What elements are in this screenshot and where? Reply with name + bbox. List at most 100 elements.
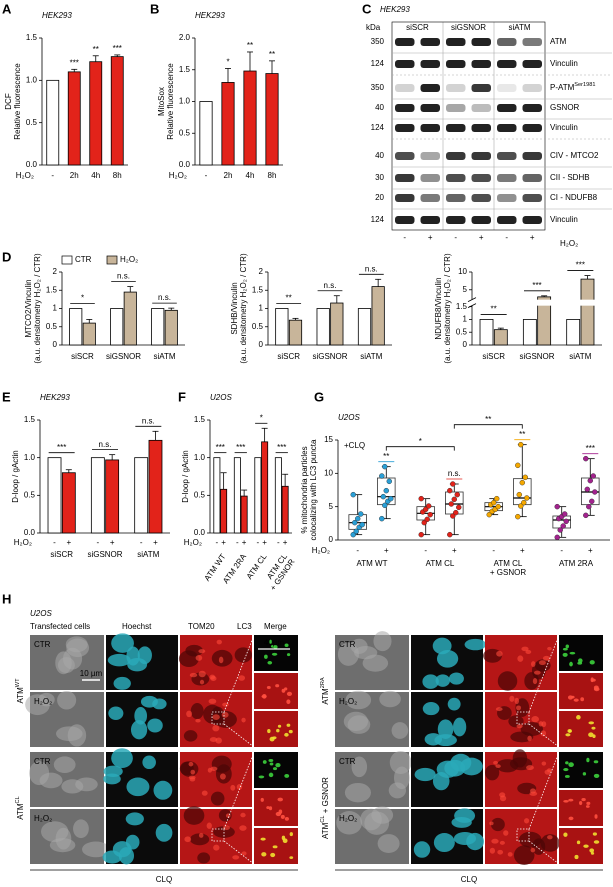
lane-label: + [530,233,535,242]
band [522,194,542,202]
zoom-line [223,723,255,748]
puncta [565,733,571,737]
row-label: H₂O₂ [34,814,52,823]
cell [53,756,76,774]
data-point [560,523,566,529]
y-tick-label: 1.5 [194,415,206,424]
mito [210,766,218,771]
mito [219,773,226,780]
protein-name-part: P-ATM [550,83,575,92]
y-tick-label: 1.5 [26,33,38,42]
axis-break [468,299,602,306]
puncta [284,687,288,691]
mito [241,851,247,856]
nucleus [433,832,455,853]
cell [345,690,372,710]
legend-swatch [106,255,118,265]
significance: ** [286,294,292,303]
data-point [518,441,524,448]
nucleus-shadow [218,809,232,822]
nucleus [435,674,450,687]
mito [530,788,536,794]
mito [499,840,505,845]
chart-subtitle: HEK293 [42,11,72,20]
data-point [589,498,595,505]
puncta [577,661,583,665]
y-axis-label: D-loop / gActin [11,450,20,502]
bar [148,439,163,534]
puncta [565,761,569,765]
significance: *** [216,443,225,452]
x-tick-label: ATM CL [426,559,455,568]
band [395,174,415,182]
y-tick-label: 2 [53,267,58,276]
condition-label-part: WT [15,678,21,687]
nucleus-shadow [178,650,199,668]
x-tick-label: 8h [113,171,122,180]
data-point [592,489,598,495]
puncta [286,691,293,696]
puncta [288,729,293,734]
mito [491,838,499,844]
puncta [580,697,585,702]
mito [188,775,196,780]
data-point [515,462,521,469]
nucleus-shadow [490,817,505,832]
mito [199,679,205,685]
puncta [284,643,289,648]
mito [495,764,501,769]
y-axis-label: colocalizing with LC3 puncta [309,439,318,540]
band [471,84,491,92]
significance: ** [383,452,389,461]
puncta [275,811,282,817]
nucleus [126,777,150,797]
data-point [424,516,430,523]
nucleus [107,653,131,667]
mito [517,655,524,662]
data-point [450,513,456,519]
y-tick-label: 0.5 [46,322,58,331]
band [522,84,542,92]
band [471,124,491,132]
x-tick-label: siATM [153,352,175,361]
y-tick-label: 10 [458,267,467,276]
data-point [494,495,500,502]
mito [530,661,536,668]
band [497,174,517,182]
band [471,104,491,112]
puncta [564,775,570,778]
puncta [568,762,574,768]
significance: n.s. [142,416,155,425]
series-label: - [53,538,56,547]
lane-label: + [479,233,484,242]
y-axis-label: Relative fluorescence [166,63,175,140]
cell [377,834,400,853]
nucleus-shadow [540,834,560,852]
band [420,124,440,132]
data-point [495,503,501,510]
puncta [289,856,294,859]
mito [527,735,532,742]
panel-letter: C [362,1,372,16]
nucleus [422,674,439,689]
mito [495,707,503,712]
puncta [582,772,587,776]
band [420,216,440,224]
mito [530,847,536,853]
puncta [276,728,280,733]
data-point [583,512,589,519]
y-axis-label: % mitochondria particles [300,446,309,533]
significance: ** [269,50,275,59]
band [522,216,542,224]
bar [61,472,76,534]
data-point [382,502,388,509]
kda: 30 [375,173,384,182]
y-axis-label: (a.u. densitometry H₂O₂ / CTR) [443,253,452,364]
nucleus-shadow [510,731,534,743]
cell [82,841,110,858]
lane-label: - [454,233,457,242]
kda: 124 [371,59,385,68]
mito [184,836,192,843]
zoom-line [528,723,560,748]
puncta [574,854,579,860]
